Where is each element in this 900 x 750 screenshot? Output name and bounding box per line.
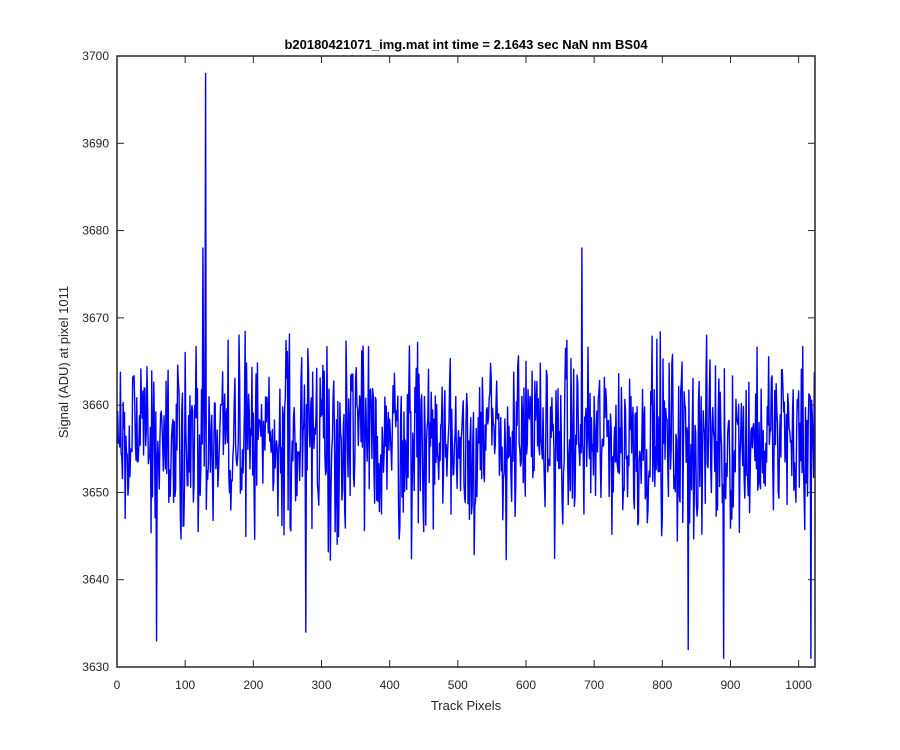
y-tick-label: 3680 bbox=[82, 224, 109, 238]
y-axis-title: Signal (ADU) at pixel 1011 bbox=[56, 286, 71, 438]
y-tick-label: 3670 bbox=[82, 311, 109, 325]
x-tick-label: 900 bbox=[720, 678, 740, 692]
x-tick-label: 800 bbox=[652, 678, 672, 692]
plot-frame bbox=[116, 55, 816, 668]
y-tick-label: 3660 bbox=[82, 398, 109, 412]
x-tick-label: 200 bbox=[243, 678, 263, 692]
x-tick-label: 400 bbox=[380, 678, 400, 692]
x-axis-title: Track Pixels bbox=[431, 698, 502, 713]
x-tick-label: 300 bbox=[311, 678, 331, 692]
y-axis: 3630 3640 3650 3660 3670 3680 3690 3700 bbox=[82, 49, 815, 674]
plot-area bbox=[116, 55, 816, 668]
y-tick-label: 3700 bbox=[82, 49, 109, 63]
x-tick-label: 500 bbox=[448, 678, 468, 692]
x-axis: 0 100 200 300 400 500 600 700 800 900 1000 bbox=[114, 56, 812, 692]
x-tick-label: 0 bbox=[114, 678, 121, 692]
x-tick-label: 100 bbox=[175, 678, 195, 692]
y-tick-label: 3690 bbox=[82, 136, 109, 150]
y-tick-label: 3640 bbox=[82, 573, 109, 587]
x-tick-label: 700 bbox=[584, 678, 604, 692]
signal-series-line bbox=[116, 72, 816, 659]
x-tick-label: 1000 bbox=[785, 678, 812, 692]
chart-title: b20180421071_img.mat int time = 2.1643 s… bbox=[284, 37, 648, 52]
series-layer bbox=[116, 72, 816, 659]
y-tick-label: 3650 bbox=[82, 485, 109, 499]
x-tick-label: 600 bbox=[516, 678, 536, 692]
plot-background bbox=[117, 56, 815, 667]
y-tick-label: 3630 bbox=[82, 660, 109, 674]
